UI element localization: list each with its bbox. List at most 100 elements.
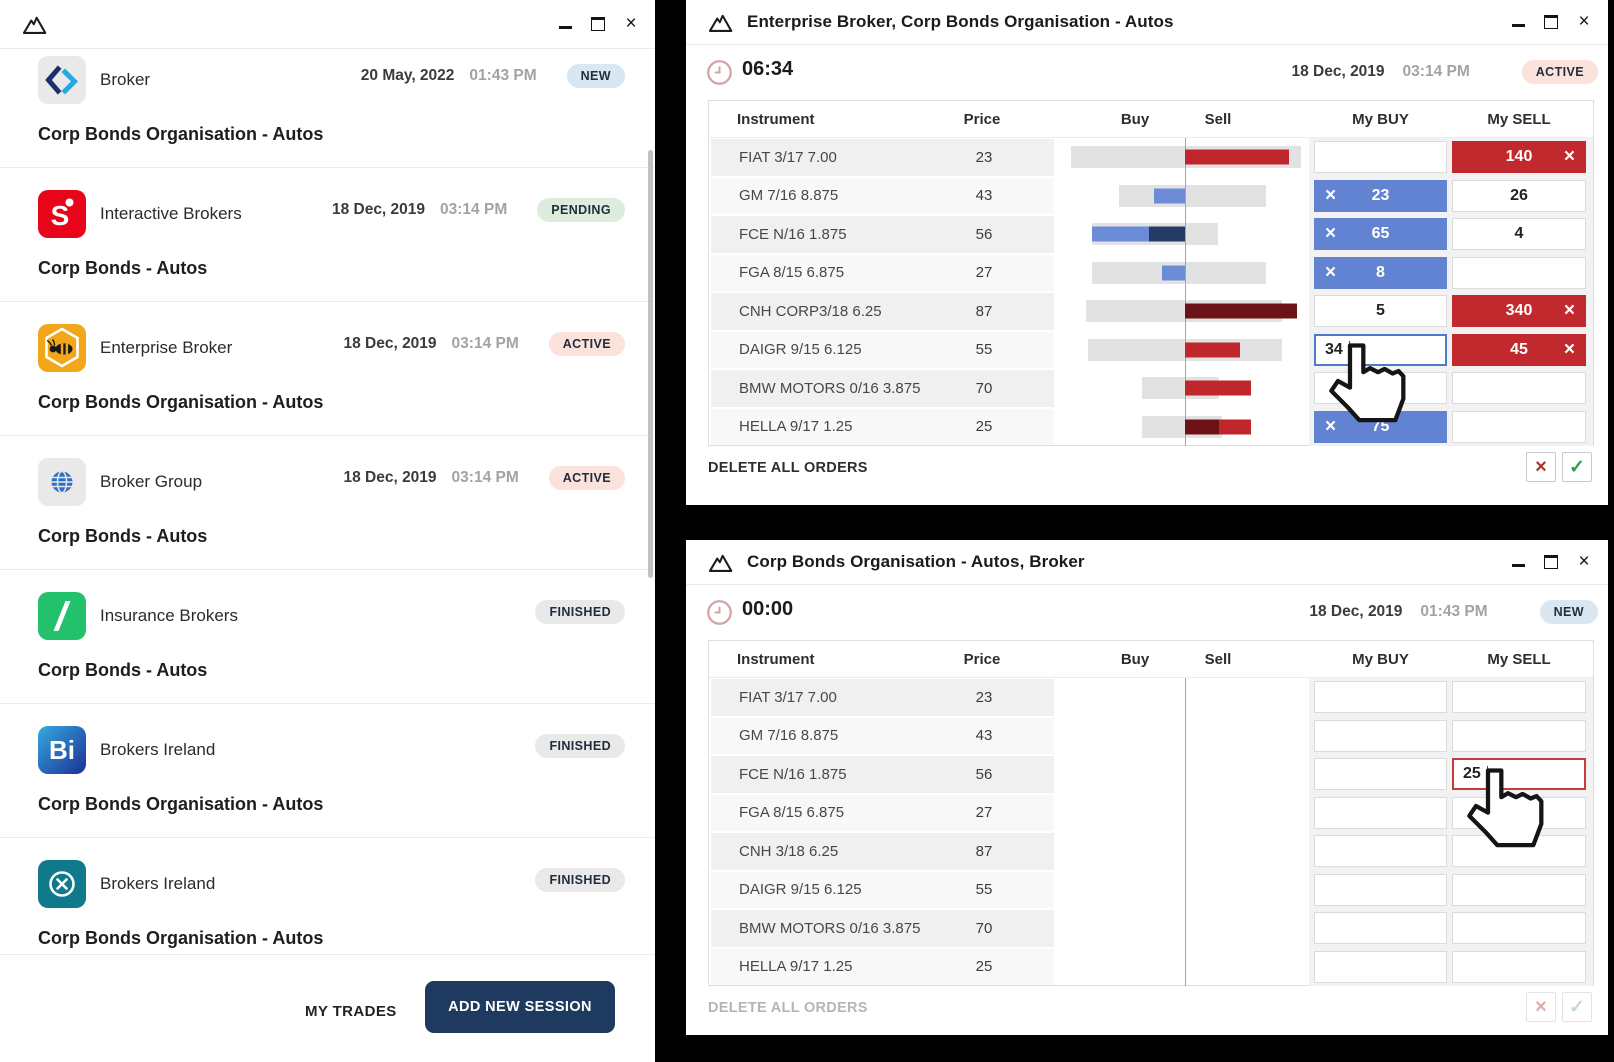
order-input-buy[interactable] (1314, 758, 1447, 790)
instrument-name: CNH CORP3/18 6.25 (739, 302, 882, 320)
app-logo-icon (706, 549, 733, 576)
order-input-sell[interactable] (1452, 719, 1586, 752)
order-input-buy-focused[interactable]: 34 (1314, 333, 1447, 366)
status-badge: NEW (1539, 600, 1598, 624)
my-sell-order[interactable]: 340 × (1452, 295, 1586, 327)
market-buy-bar (1162, 265, 1185, 281)
instrument-price-cell: FCE N/16 1.875 56 (711, 216, 1054, 253)
order-value-sell[interactable]: 4 (1452, 218, 1586, 250)
order-input-buy[interactable] (1314, 873, 1447, 906)
svg-text:S: S (51, 200, 70, 231)
order-input-sell[interactable] (1452, 372, 1586, 404)
close-button[interactable]: × (1578, 11, 1590, 32)
session-title: Corp Bonds - Autos (38, 526, 208, 546)
trade-window-active: Enterprise Broker, Corp Bonds Organisati… (686, 0, 1608, 505)
session-title: Corp Bonds Organisation - Autos (38, 124, 324, 144)
session-date: 18 Dec, 2019 (343, 335, 437, 352)
clock-icon (706, 599, 733, 631)
order-input-sell-focused[interactable]: 25 (1452, 758, 1586, 790)
table-row: DAIGR 9/15 6.125 55 (709, 870, 1593, 909)
cancel-order-icon[interactable]: × (1325, 184, 1337, 206)
table-row: GM 7/16 8.875 43 × 23 26 (709, 176, 1593, 215)
order-value-sell[interactable]: 26 (1452, 179, 1586, 212)
minimize-button[interactable] (557, 16, 573, 32)
my-sell-order[interactable]: 140 × (1452, 141, 1586, 173)
status-row: 06:34 18 Dec, 2019 03:14 PM ACTIVE (686, 44, 1608, 100)
session-time: 03:14 PM (1402, 63, 1470, 80)
circle-x-icon (38, 860, 86, 908)
scrollbar-thumb[interactable] (648, 150, 653, 578)
order-input-buy[interactable] (1314, 796, 1447, 829)
column-header: Price (963, 650, 1001, 668)
instrument-price-cell: BMW MOTORS 0/16 3.875 70 (711, 370, 1054, 407)
order-input-buy[interactable] (1314, 950, 1447, 983)
cancel-order-icon[interactable]: × (1325, 223, 1337, 244)
close-button[interactable]: × (625, 13, 637, 34)
instrument-price-cell: GM 7/16 8.875 43 (711, 177, 1054, 214)
cancel-order-icon[interactable]: × (1325, 415, 1337, 437)
table-row: FIAT 3/17 7.00 23 140 × (709, 138, 1593, 177)
instrument-price: 55 (975, 341, 993, 359)
session-date: 20 May, 2022 (360, 67, 455, 84)
my-sell-order[interactable]: 45 × (1452, 333, 1586, 366)
order-input-sell[interactable] (1452, 912, 1586, 944)
order-input-sell[interactable] (1452, 873, 1586, 906)
session-item[interactable]: Bi Brokers Ireland FINISHED Corp Bonds Orga… (0, 704, 655, 838)
my-buy-order[interactable]: × 65 (1314, 218, 1447, 250)
maximize-button[interactable] (1543, 554, 1559, 570)
instrument-price: 43 (975, 187, 993, 205)
order-input-sell[interactable] (1452, 950, 1586, 983)
order-input-buy[interactable] (1314, 681, 1447, 713)
trade-window-new: Corp Bonds Organisation - Autos, Broker … (686, 540, 1608, 1035)
order-input-sell[interactable] (1452, 681, 1586, 713)
window-title: Corp Bonds Organisation - Autos, Broker (747, 552, 1085, 571)
instrument-name: BMW MOTORS 0/16 3.875 (739, 379, 921, 397)
close-button[interactable]: × (1578, 551, 1590, 572)
session-item[interactable]: Enterprise Broker 18 Dec, 2019 03:14 PM ACT… (0, 302, 655, 436)
order-input-buy[interactable] (1314, 141, 1447, 173)
minimize-button[interactable] (1510, 14, 1526, 30)
cancel-order-icon[interactable]: × (1325, 261, 1337, 283)
cancel-order-icon[interactable]: × (1563, 338, 1575, 360)
order-value-buy[interactable]: 5 (1314, 295, 1447, 327)
session-item[interactable]: Brokers Ireland FINISHED Corp Bonds Organi… (0, 838, 655, 955)
titlebar: × (0, 0, 655, 49)
add-new-session-button[interactable]: ADD NEW SESSION (425, 981, 615, 1033)
instrument-price: 25 (975, 418, 993, 436)
column-header: Price (963, 110, 1001, 128)
maximize-button[interactable] (590, 16, 606, 32)
table-row: BMW MOTORS 0/16 3.875 70 (709, 909, 1593, 948)
instrument-name: DAIGR 9/15 6.125 (739, 881, 862, 899)
order-input-sell[interactable] (1452, 410, 1586, 443)
sparkasse-icon: S (38, 190, 86, 238)
session-item[interactable]: Broker Group 18 Dec, 2019 03:14 PM ACTIVE Co… (0, 436, 655, 570)
order-input-buy[interactable] (1314, 719, 1447, 752)
session-broker-name: Insurance Brokers (100, 606, 238, 625)
confirm-button[interactable]: ✓ (1562, 452, 1592, 482)
instrument-price-cell: DAIGR 9/15 6.125 55 (711, 871, 1054, 908)
session-item[interactable]: S Interactive Brokers 18 Dec, 2019 03:14 PM… (0, 168, 655, 302)
cancel-order-icon[interactable]: × (1563, 300, 1575, 321)
session-item[interactable]: Insurance Brokers FINISHED Corp Bonds - Au… (0, 570, 655, 704)
delete-all-orders-button[interactable]: DELETE ALL ORDERS (708, 460, 868, 476)
reject-button[interactable]: × (1526, 452, 1556, 482)
my-buy-order[interactable]: × 23 (1314, 179, 1447, 212)
cancel-order-icon[interactable]: × (1563, 146, 1575, 167)
session-item[interactable]: Broker 20 May, 2022 01:43 PM NEW Corp Bonds … (0, 34, 655, 168)
minimize-button[interactable] (1510, 554, 1526, 570)
instrument-price: 56 (975, 765, 993, 783)
app-logo-icon (706, 9, 733, 36)
order-table: Instrument Price Buy Sell My BUY My SELL FIAT… (708, 640, 1594, 986)
order-input-buy[interactable] (1314, 835, 1447, 867)
market-depth-track (1119, 184, 1266, 207)
window-title: Enterprise Broker, Corp Bonds Organisati… (747, 12, 1174, 31)
order-input-buy[interactable] (1314, 912, 1447, 944)
my-trades-button[interactable]: MY TRADES (305, 1003, 397, 1020)
market-buy-bar (1149, 226, 1185, 242)
maximize-button[interactable] (1543, 14, 1559, 30)
instrument-name: CNH 3/18 6.25 (739, 842, 839, 860)
session-date: 18 Dec, 2019 (1291, 63, 1385, 80)
order-input-sell[interactable] (1452, 256, 1586, 289)
instrument-price: 25 (975, 958, 993, 976)
my-buy-order[interactable]: × 8 (1314, 256, 1447, 289)
